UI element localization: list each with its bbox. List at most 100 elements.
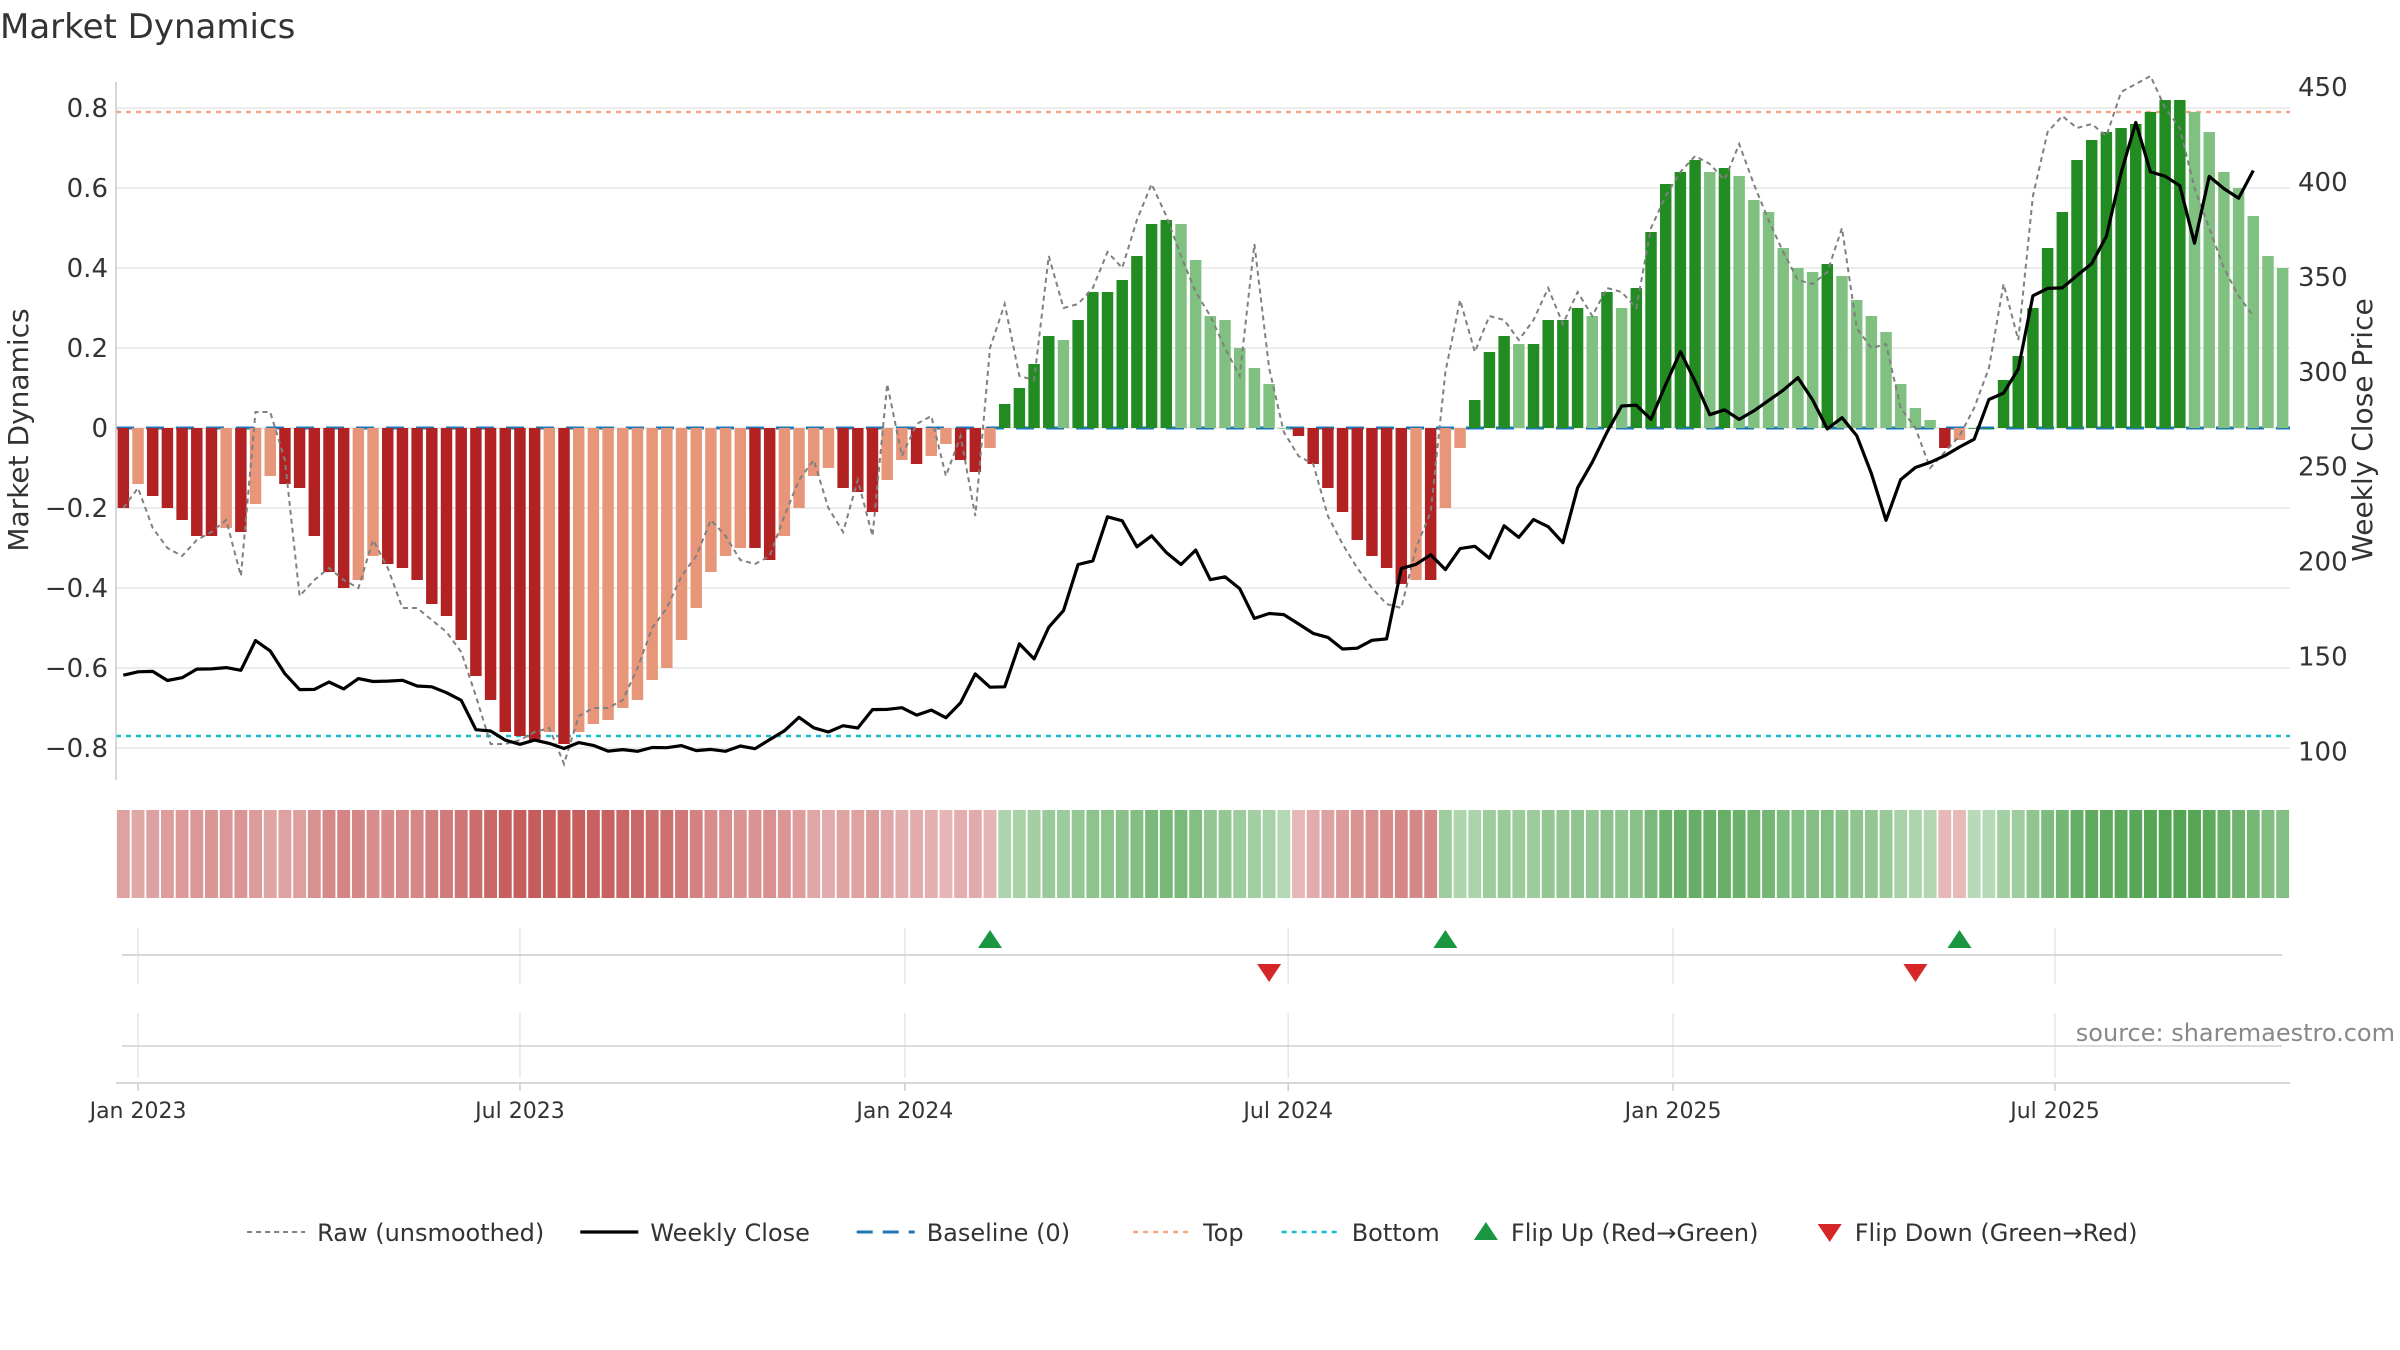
dynamics-bar	[1586, 316, 1598, 428]
dynamics-bar	[132, 428, 144, 484]
regime-strip	[116, 810, 2290, 898]
regime-cell	[1629, 810, 1643, 898]
dynamics-bar	[367, 428, 379, 556]
dynamics-bar	[308, 428, 321, 536]
dynamics-bar	[264, 428, 276, 476]
regime-cell	[660, 810, 674, 898]
legend-label: Weekly Close	[650, 1219, 810, 1247]
dynamics-bar	[910, 428, 923, 464]
x-tick-label: Jul 2023	[473, 1099, 565, 1124]
dynamics-bar	[572, 428, 585, 732]
x-tick-label: Jul 2025	[2008, 1099, 2100, 1124]
regime-cell	[968, 810, 982, 898]
regime-cell	[748, 810, 762, 898]
dynamics-bar	[1395, 428, 1408, 584]
dynamics-bar	[1410, 428, 1422, 580]
regime-cell	[205, 810, 218, 898]
dynamics-bar	[2144, 112, 2157, 428]
regime-cell	[1835, 810, 1849, 898]
dynamics-bar	[1204, 316, 1217, 428]
y-tick-label-left: −0.6	[45, 654, 108, 684]
regime-cell	[572, 810, 586, 898]
source-panel	[122, 1013, 2282, 1078]
legend-label: Top	[1202, 1219, 1244, 1247]
y-tick-label-left: −0.4	[45, 574, 108, 604]
regime-cell	[631, 810, 644, 898]
dynamics-bar	[279, 428, 291, 484]
dynamics-bar	[1659, 184, 1672, 428]
regime-cell	[792, 810, 806, 898]
regime-cell	[1042, 810, 1056, 898]
regime-cell	[2276, 810, 2290, 898]
dynamics-bar	[2262, 256, 2274, 428]
regime-cell	[1512, 810, 1526, 898]
dynamics-bar	[1542, 320, 1554, 428]
legend-label: Baseline (0)	[927, 1219, 1070, 1247]
dynamics-bar	[235, 428, 247, 532]
regime-cell	[1762, 810, 1775, 898]
dynamics-bar	[1057, 340, 1070, 428]
regime-cell	[1556, 810, 1570, 898]
dynamics-bar	[1997, 380, 2010, 428]
dynamics-bar	[1175, 224, 1187, 428]
regime-cell	[1438, 810, 1452, 898]
regime-cell	[1424, 810, 1438, 898]
legend-label: Bottom	[1352, 1219, 1440, 1247]
regime-cell	[998, 810, 1012, 898]
regime-cell	[366, 810, 380, 898]
dynamics-bar	[778, 428, 791, 536]
regime-cell	[1673, 810, 1687, 898]
dynamics-bar	[1072, 320, 1084, 428]
dynamics-bar	[1351, 428, 1363, 540]
regime-cell	[116, 810, 130, 898]
regime-cell	[1365, 810, 1379, 898]
regime-cell	[983, 810, 997, 898]
legend: Raw (unsmoothed) Weekly Close Baseline (0)…	[247, 1219, 2137, 1247]
regime-cell	[498, 810, 512, 898]
legend-label: Flip Up (Red→Green)	[1511, 1219, 1759, 1247]
regime-cell	[1292, 810, 1305, 898]
dynamics-bar	[1762, 212, 1775, 428]
dynamics-bar	[940, 428, 952, 444]
dynamics-bar	[1366, 428, 1378, 556]
regime-cell	[763, 810, 777, 898]
x-tick-label: Jan 2025	[1623, 1099, 1722, 1124]
regime-cell	[866, 810, 879, 898]
dynamics-bar	[617, 428, 629, 708]
regime-cell	[1864, 810, 1878, 898]
dynamics-bar	[1424, 428, 1437, 580]
dynamics-bar	[161, 428, 174, 508]
regime-cell	[954, 810, 968, 898]
dynamics-bar	[1087, 292, 1099, 428]
regime-cell	[1203, 810, 1217, 898]
regime-cell	[777, 810, 791, 898]
dynamics-bar	[1248, 368, 1261, 428]
dynamics-bar	[1909, 408, 1922, 428]
regime-cell	[1350, 810, 1364, 898]
regime-cell	[1997, 810, 2011, 898]
dynamics-bar	[1674, 172, 1687, 428]
regime-cell	[1820, 810, 1834, 898]
regime-cell	[2188, 810, 2201, 898]
regime-cell	[1409, 810, 1423, 898]
dynamics-bar	[1821, 264, 1834, 428]
dynamics-bar	[2041, 248, 2054, 428]
regime-cell	[645, 810, 659, 898]
regime-cell	[160, 810, 174, 898]
regime-cell	[1908, 810, 1922, 898]
dynamics-bar	[191, 428, 203, 536]
dynamics-bar	[822, 428, 835, 468]
regime-cell	[131, 810, 145, 898]
regime-cell	[1174, 810, 1188, 898]
dynamics-bar	[719, 428, 732, 556]
dynamics-bar	[808, 428, 820, 476]
regime-cell	[1453, 810, 1467, 898]
dynamics-bar	[1145, 224, 1158, 428]
dynamics-bar	[1219, 320, 1231, 428]
regime-cell	[190, 810, 204, 898]
regime-cell	[1262, 810, 1276, 898]
x-axis-ticks: Jan 2023 Jul 2023 Jan 2024 Jul 2024 Jan 2025…	[88, 1082, 2290, 1124]
regime-cell	[395, 810, 409, 898]
regime-cell	[1571, 810, 1585, 898]
flip-markers-panel	[122, 928, 2282, 984]
